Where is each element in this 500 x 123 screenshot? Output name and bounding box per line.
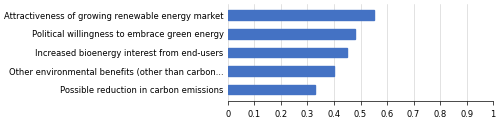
Bar (228, 85, 316, 94)
Bar (228, 10, 374, 20)
Bar (228, 29, 355, 39)
Bar (228, 66, 334, 76)
Bar (228, 48, 348, 57)
